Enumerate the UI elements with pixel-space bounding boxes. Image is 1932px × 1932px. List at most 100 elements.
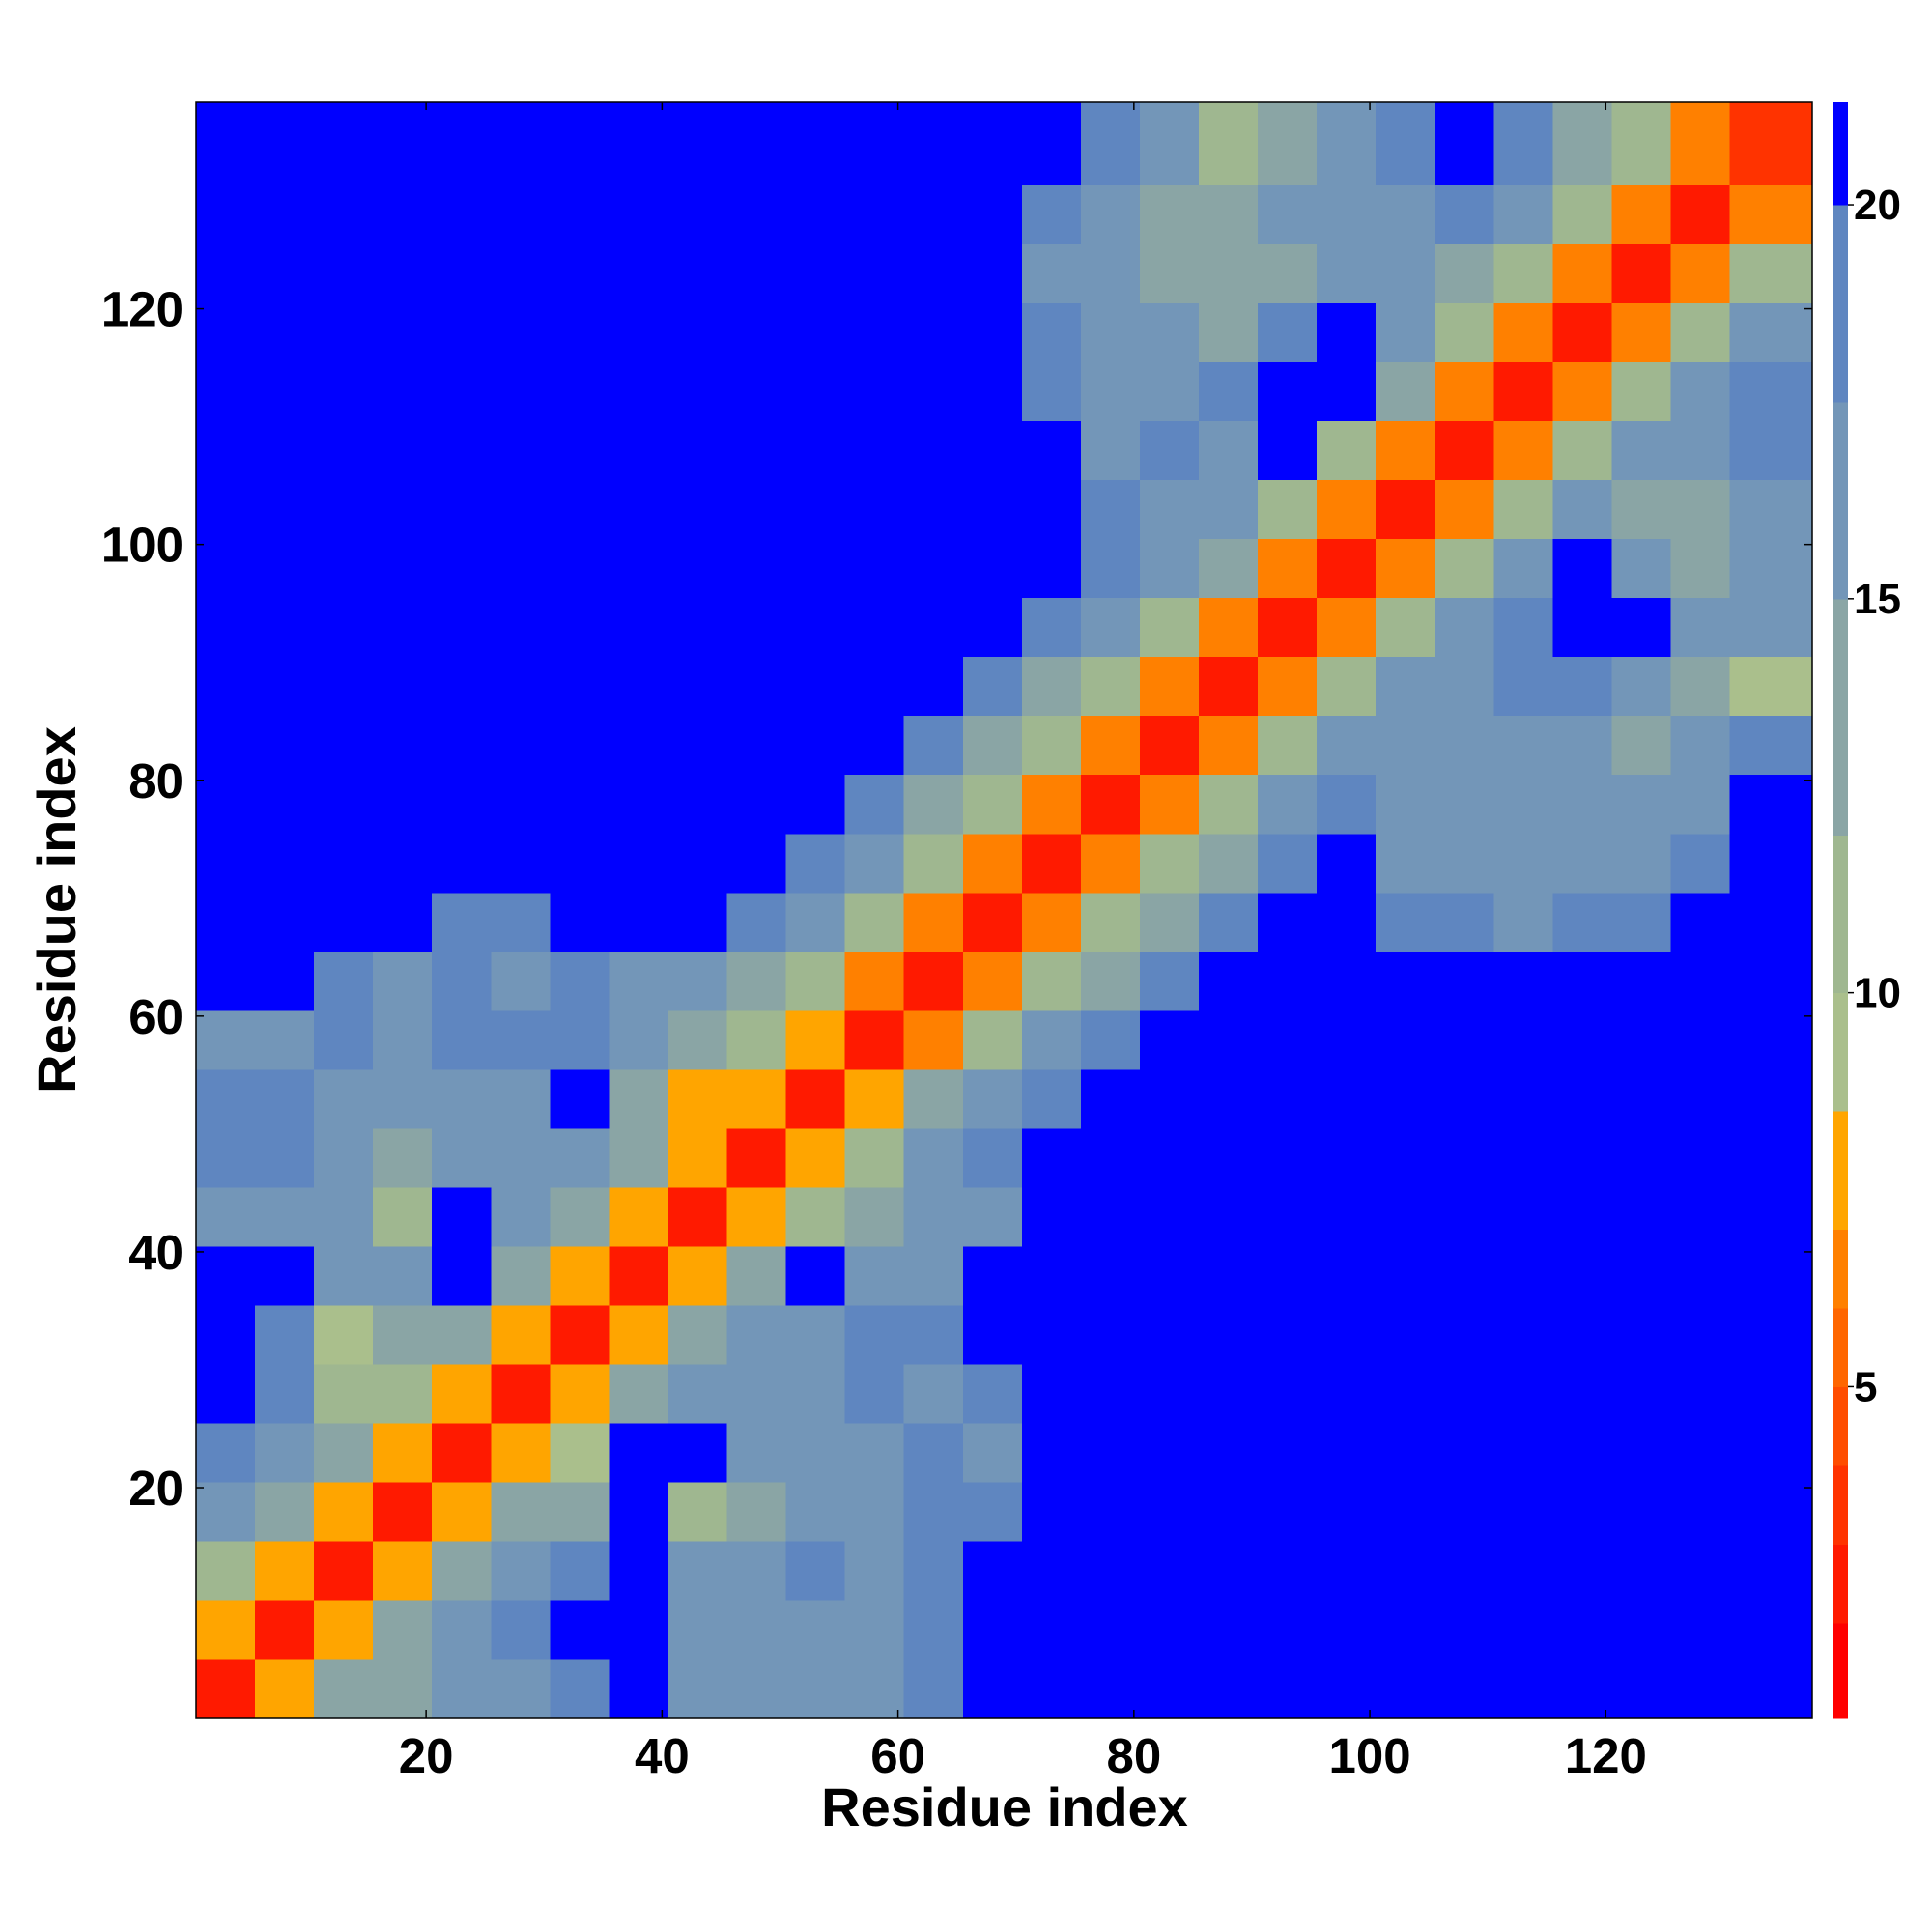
heatmap-cell [1139,1422,1200,1483]
heatmap-cell [1080,1658,1141,1719]
heatmap-cell [314,538,374,599]
heatmap-cell [1317,1599,1377,1660]
heatmap-cell [1729,951,1813,1011]
heatmap-cell [609,656,669,717]
heatmap-cell [785,538,846,599]
heatmap-cell [373,361,433,422]
heatmap-cell [1258,656,1318,717]
heatmap-cell [196,1304,256,1365]
heatmap-cell [962,1009,1023,1070]
heatmap-cell [196,1009,256,1070]
heatmap-cell [373,1599,433,1660]
heatmap-cell [550,715,611,776]
heatmap-cell [491,243,551,304]
heatmap-cell [196,1127,256,1188]
heatmap-cell [373,1068,433,1129]
heatmap-cell [1080,892,1141,952]
heatmap-cell [785,102,846,186]
heatmap-cell [196,1481,256,1542]
heatmap-cell [668,1481,728,1542]
heatmap-cell [1317,1009,1377,1070]
heatmap-cell [726,538,787,599]
y-axis-title: Residue index [26,726,87,1094]
heatmap-cell [314,1009,374,1070]
heatmap-cell [373,833,433,894]
colorbar-segment [1833,205,1848,403]
heatmap-cell [491,1540,551,1601]
heatmap-cell [491,1009,551,1070]
heatmap-cell [609,597,669,658]
heatmap-cell [314,361,374,422]
heatmap-cell [903,833,964,894]
heatmap-cell [1729,1363,1813,1424]
heatmap-cell [373,1422,433,1483]
heatmap-cell [432,243,492,304]
heatmap-cell [609,361,669,422]
heatmap-cell [609,1658,669,1719]
heatmap-cell [1611,361,1672,422]
heatmap-cell [1552,1363,1613,1424]
heatmap-cell [1198,1658,1259,1719]
heatmap-cell [1611,774,1672,835]
heatmap-cell [962,1068,1023,1129]
heatmap-cell [962,951,1023,1011]
y-tick-label: 40 [128,1225,184,1280]
heatmap-cell [491,597,551,658]
colorbar-segment [1833,1544,1848,1624]
heatmap-cell [903,1304,964,1365]
heatmap-cell [962,1186,1023,1247]
heatmap-cell [726,1422,787,1483]
heatmap-cell [1139,1540,1200,1601]
heatmap-cell [196,1245,256,1306]
heatmap-cell [196,479,256,540]
heatmap-cell [1670,951,1731,1011]
heatmap-cell [844,1658,905,1719]
heatmap-cell [550,185,611,245]
heatmap-cell [1670,1068,1731,1129]
heatmap-cell [1139,774,1200,835]
heatmap-cell [491,892,551,952]
heatmap-cell [1611,1127,1672,1188]
heatmap-cell [1080,479,1141,540]
heatmap-cell [1729,1422,1813,1483]
heatmap-cell [962,1422,1023,1483]
heatmap-cell [255,538,315,599]
heatmap-cell [1139,1658,1200,1719]
heatmap-cell [1670,1540,1731,1601]
heatmap-cell [1376,892,1435,952]
heatmap-cell [1729,833,1813,894]
colorbar-segment [1833,835,1848,994]
heatmap-cell [1258,538,1318,599]
heatmap-cell [609,1304,669,1365]
x-tick-label: 40 [635,1728,690,1783]
heatmap-cell [785,774,846,835]
heatmap-cell [844,951,905,1011]
heatmap-cell [196,420,256,481]
heatmap-cell [373,1540,433,1601]
heatmap-cell [1317,102,1377,186]
heatmap-cell [962,656,1023,717]
heatmap-cell [903,243,964,304]
heatmap-cell [314,774,374,835]
heatmap-cell [1021,102,1082,186]
heatmap-cell [668,1009,728,1070]
heatmap-cell [668,538,728,599]
heatmap-cell [609,302,669,363]
heatmap-cell [1552,951,1613,1011]
heatmap-cell [609,243,669,304]
heatmap-cell [491,185,551,245]
heatmap-cell [1435,479,1494,540]
heatmap-cell [726,892,787,952]
heatmap-cell [1317,715,1377,776]
heatmap-cell [1139,420,1200,481]
heatmap-cell [1435,951,1494,1011]
heatmap-cell [1670,102,1731,186]
heatmap-cell [1435,892,1494,952]
heatmap-cell [1611,1304,1672,1365]
heatmap-cell [491,1068,551,1129]
heatmap-cell [1376,715,1435,776]
heatmap-cell [844,656,905,717]
heatmap-cell [491,1363,551,1424]
heatmap-cell [726,715,787,776]
heatmap-cell [1139,1068,1200,1129]
